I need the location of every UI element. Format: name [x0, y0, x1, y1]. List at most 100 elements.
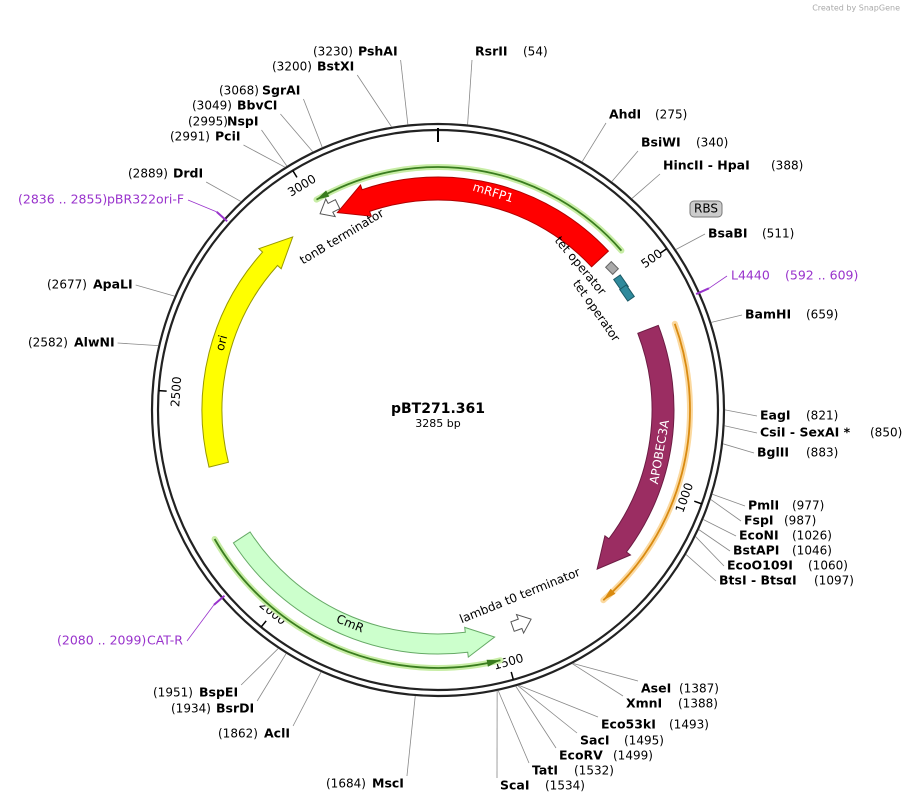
site-connector: [497, 690, 530, 764]
site-position: (987): [784, 514, 816, 528]
watermark: Created by SnapGene: [812, 4, 900, 13]
site-name: NspI: [227, 114, 259, 129]
primer-mark: [695, 287, 710, 295]
site-connector: [711, 314, 743, 323]
site-name: HincII - HpaI: [663, 158, 750, 173]
site-position: (883): [806, 446, 838, 460]
site-position: (2582): [28, 336, 68, 350]
primer-name: pBR322ori-F: [107, 192, 184, 207]
site-position: (1534): [545, 779, 585, 793]
site-name: BsrDI: [216, 701, 254, 716]
site-connector: [712, 493, 746, 507]
primer-mark: [216, 211, 228, 222]
site-name: EcoNI: [739, 528, 779, 543]
site-position: (850): [870, 426, 902, 440]
site-connector: [406, 696, 416, 777]
site-name: AclI: [264, 726, 290, 741]
plasmid-length: 3285 bp: [415, 417, 460, 430]
feature-cmr: [232, 531, 496, 659]
site-name: BspEI: [199, 685, 238, 700]
primer-connector: [187, 199, 217, 213]
site-position: (1097): [814, 574, 854, 588]
label-tonb: tonB terminator: [297, 206, 386, 267]
site-connector: [256, 653, 287, 702]
site-name: BsaBI: [708, 226, 748, 241]
site-position: (275): [655, 108, 687, 122]
mrfp1-primer: [316, 166, 623, 252]
site-position: (2889): [128, 167, 168, 181]
site-connector: [710, 499, 742, 522]
site-name: CsiI - SexAI *: [760, 425, 851, 440]
site-position: (1495): [624, 734, 664, 748]
site-position: (3068): [219, 84, 259, 98]
ruler-tick: [158, 389, 167, 392]
site-name: AlwNI: [74, 335, 115, 350]
site-position: (3230): [313, 45, 353, 59]
site-name: EcoO109I: [727, 558, 793, 573]
site-position: (388): [771, 159, 803, 173]
site-position: (1387): [679, 682, 719, 696]
site-name: BtsI - BtsαI: [719, 573, 797, 588]
site-position: (1934): [171, 702, 211, 716]
site-name: AseI: [641, 681, 671, 696]
site-connector: [724, 425, 758, 434]
apobec-primer-head: [603, 588, 616, 601]
site-name: SacI: [580, 733, 610, 748]
primer-mark: [213, 594, 226, 606]
site-connector: [240, 648, 279, 686]
feature-ori: [201, 236, 294, 468]
ruler-tick: [260, 620, 267, 628]
site-name: ScaI: [500, 778, 530, 793]
site-connector: [724, 409, 758, 417]
ruler-tick: [510, 671, 515, 680]
site-position: (3200): [272, 60, 312, 74]
site-connector: [685, 554, 717, 582]
site-position: (1532): [574, 764, 614, 778]
apobec-primer: [602, 323, 691, 601]
site-connector: [675, 233, 706, 250]
feature-mrfp1: [336, 176, 610, 268]
site-position: (1499): [613, 749, 653, 763]
site-connector: [280, 113, 314, 153]
site-name: DrdI: [173, 166, 203, 181]
cmr-primer: [213, 538, 501, 669]
site-connector: [695, 536, 725, 567]
ruler-tick: [659, 247, 668, 254]
primer-position: (2080 .. 2099): [57, 633, 146, 648]
site-connector: [698, 529, 731, 552]
primer-connector: [708, 275, 728, 289]
site-position: (1684): [326, 777, 366, 791]
site-connector: [572, 663, 639, 682]
site-name: TatI: [532, 763, 558, 778]
site-name: PmlI: [748, 498, 779, 513]
site-position: (1060): [808, 559, 848, 573]
site-name: BstXI: [317, 59, 354, 74]
site-connector: [356, 74, 392, 128]
rbs-box: [689, 200, 723, 218]
site-name: PshAI: [358, 44, 398, 59]
site-name: PciI: [215, 129, 241, 144]
site-connector: [572, 663, 624, 697]
site-position: (2991): [170, 130, 210, 144]
site-position: (1046): [792, 544, 832, 558]
site-name: ApaLI: [93, 277, 133, 292]
site-position: (2677): [47, 278, 87, 292]
feature-tet-rbs: [604, 260, 620, 276]
site-connector: [303, 98, 323, 148]
ruler-label: 500: [638, 246, 665, 271]
site-connector: [205, 181, 242, 202]
site-name: EcoRV: [559, 748, 603, 763]
site-name: Eco53kI: [601, 717, 656, 732]
site-connector: [517, 685, 578, 734]
site-name: BsiWI: [641, 135, 681, 150]
cmr-primer-head: [486, 659, 501, 667]
site-connector: [135, 284, 175, 297]
site-position: (1388): [678, 697, 718, 711]
site-name: MscI: [372, 776, 404, 791]
feature-tonb: [319, 197, 341, 218]
site-connector: [117, 342, 159, 347]
ruler-label: 3000: [285, 172, 318, 200]
ruler-tick: [292, 170, 298, 178]
site-position: (1493): [669, 718, 709, 732]
